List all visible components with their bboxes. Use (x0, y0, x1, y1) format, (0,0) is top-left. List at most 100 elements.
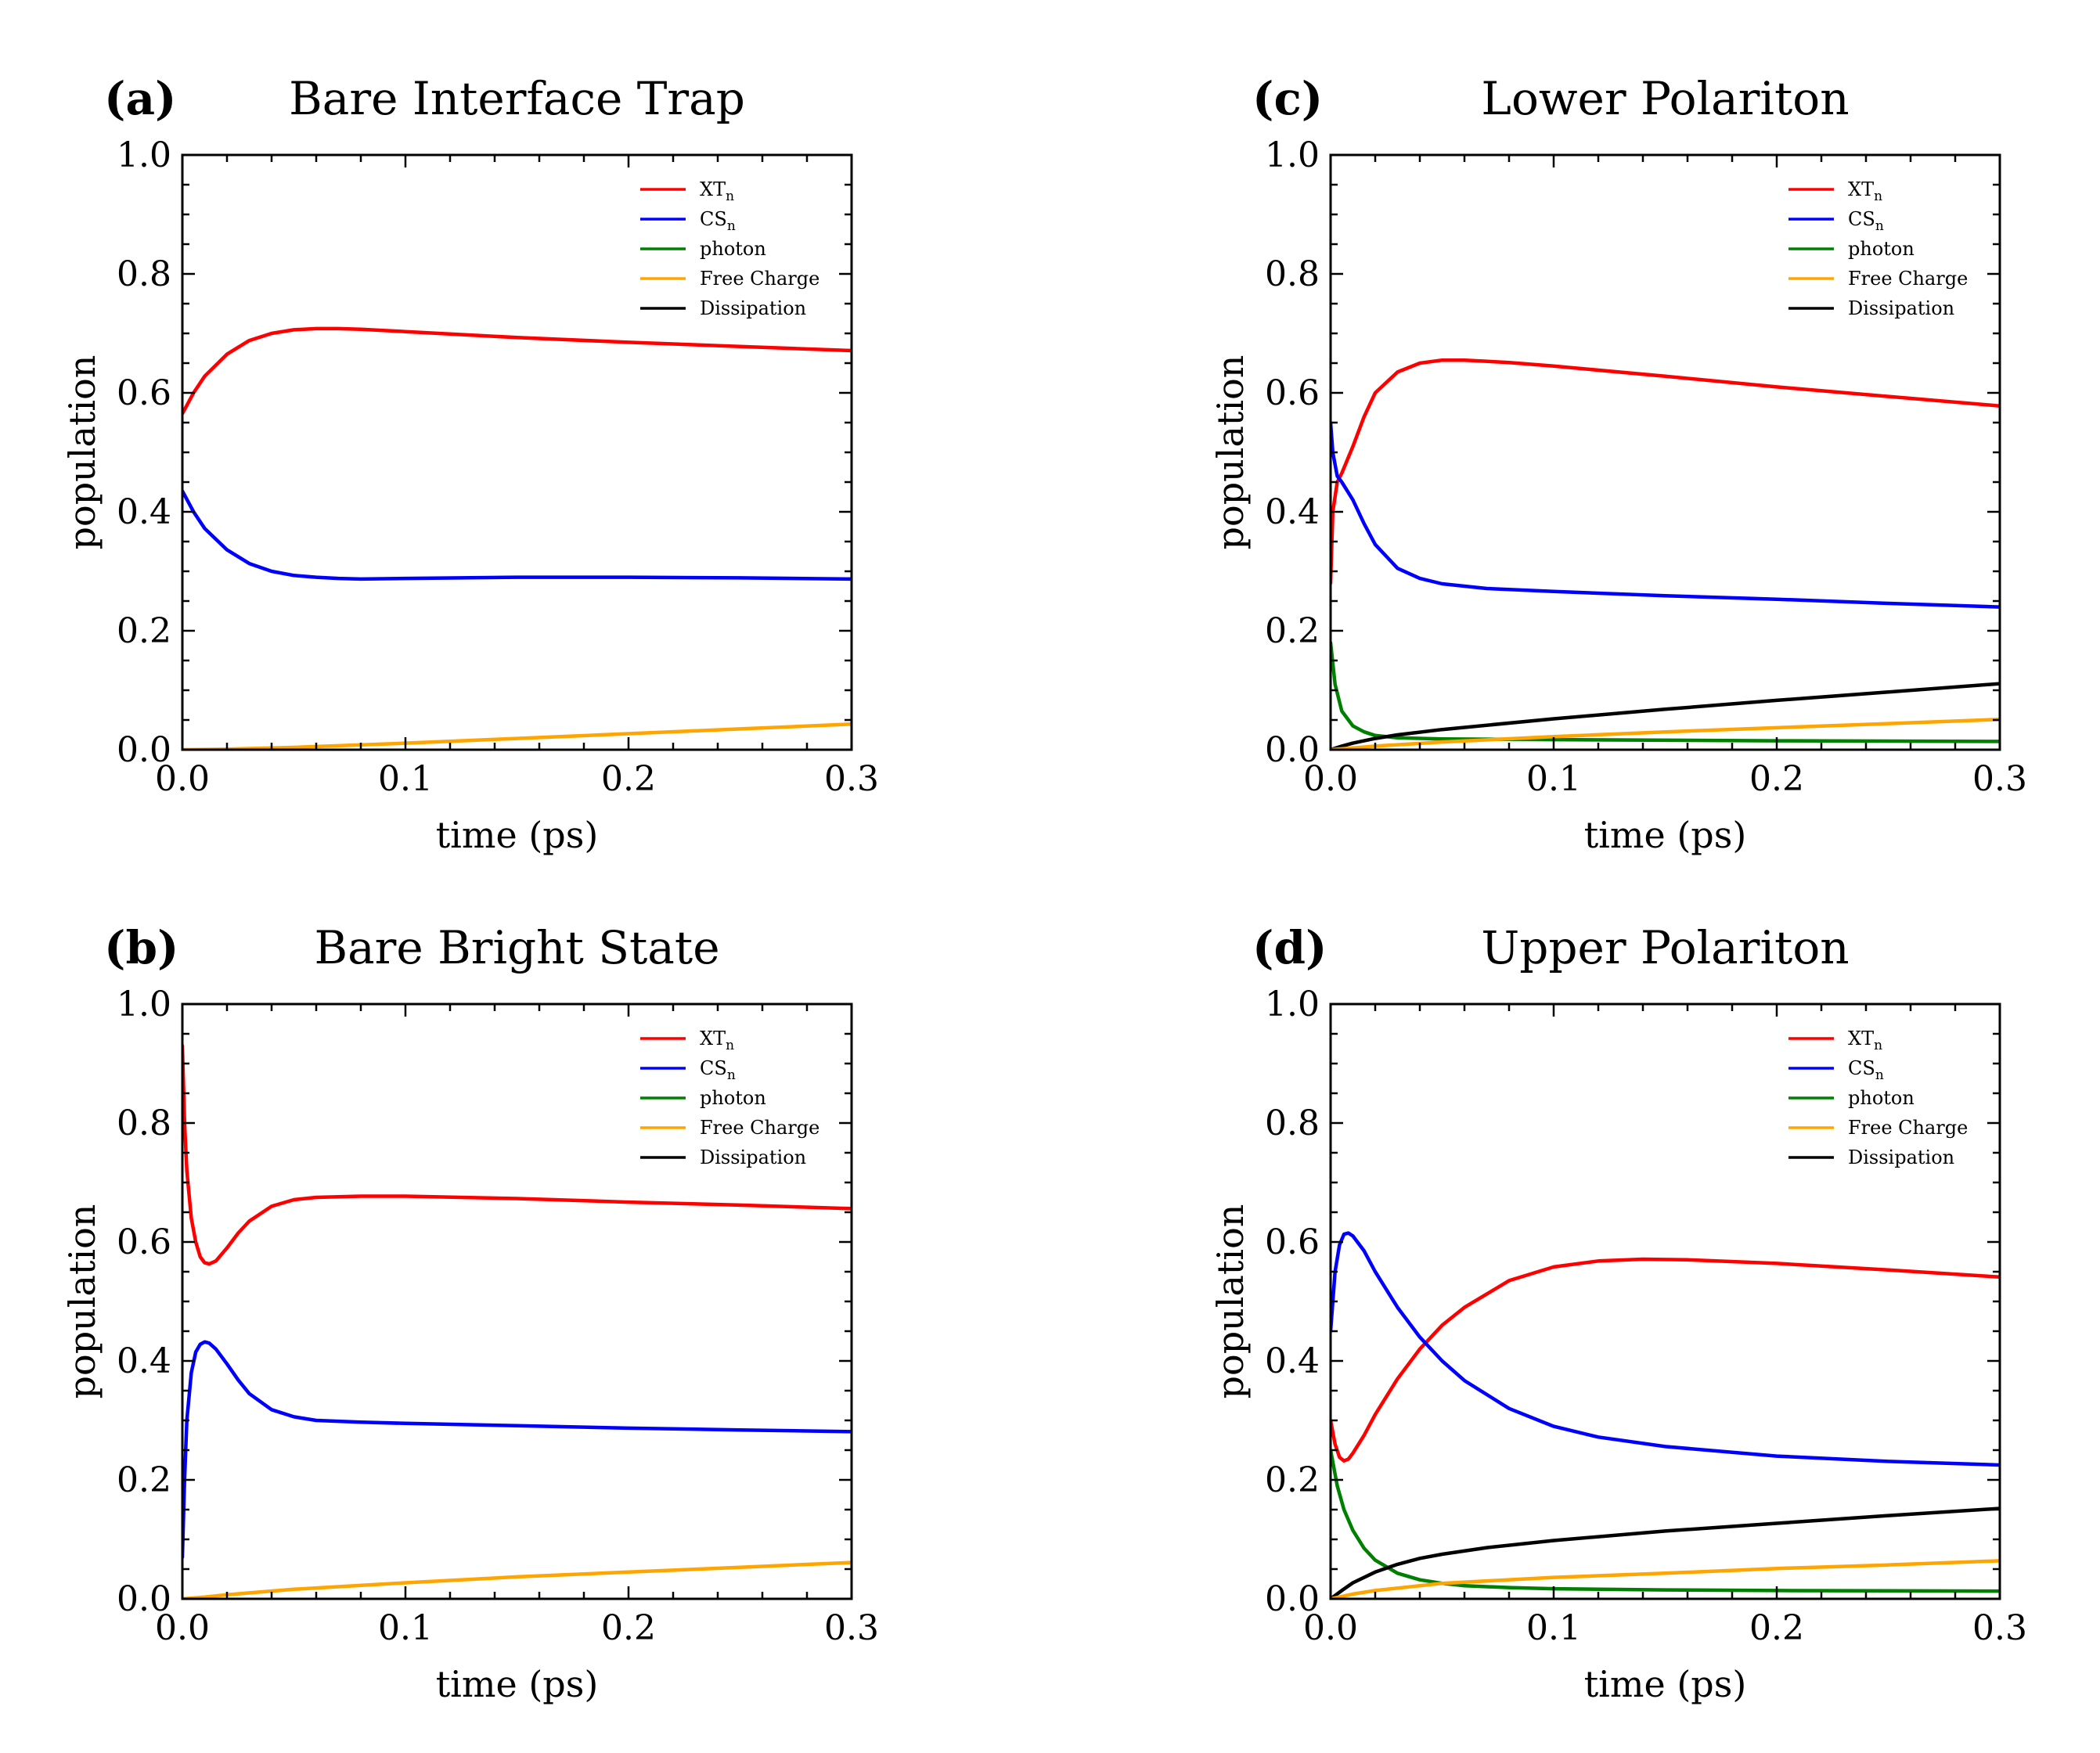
y-tick-label: 0.4 (1265, 1341, 1320, 1381)
y-tick-label: 0.0 (1265, 1579, 1320, 1619)
chart-title: Upper Polariton (1481, 921, 1849, 974)
panel-c: (c) Lower Polariton 0.0 0.1 0.2 0.3 0.0 0.2 0.4 0… (1209, 72, 2027, 856)
series-line-diss (1331, 682, 2000, 750)
y-tick-label: 1.0 (117, 984, 171, 1024)
y-tick-label: 0.0 (1265, 730, 1320, 770)
y-axis-label: population (1209, 1204, 1252, 1399)
y-tick-label: 0.4 (1265, 492, 1320, 532)
legend: XTn CSn photon Free Charge Dissipation (640, 178, 819, 319)
y-tick-label: 0.6 (1265, 1222, 1320, 1262)
x-axis-label: time (ps) (1584, 1663, 1747, 1705)
y-axis-label: population (61, 1204, 103, 1399)
x-axis-label: time (ps) (1584, 814, 1747, 856)
legend-label-CS: CSn (700, 1057, 736, 1083)
y-tick-label: 0.6 (117, 1222, 171, 1262)
y-tick-label: 0.8 (1265, 254, 1320, 294)
legend-label-free: Free Charge (700, 1117, 819, 1139)
series-line-XT (182, 326, 852, 416)
chart-title: Bare Interface Trap (289, 72, 745, 125)
legend-label-diss: Dissipation (700, 1146, 806, 1168)
x-tick-label: 0.3 (1972, 759, 2027, 799)
legend-label-diss: Dissipation (1848, 1146, 1954, 1168)
panel-label: (b) (104, 921, 178, 974)
series-line-XT (1331, 1257, 2000, 1463)
legend-label-XT: XTn (700, 1028, 734, 1053)
panels: (a) Bare Interface Trap 0.0 0.1 0.2 0.3 0.0 0.2… (61, 72, 2027, 1705)
x-tick-label: 0.0 (1303, 759, 1358, 799)
legend-label-photon: photon (1848, 1087, 1914, 1109)
x-tick-label: 0.3 (1972, 1608, 2027, 1648)
y-axis-label: population (61, 355, 103, 550)
series-group (182, 1043, 852, 1599)
y-tick-label: 0.0 (117, 1579, 171, 1619)
x-tick-label: 0.2 (1749, 1608, 1804, 1648)
series-line-diss (1331, 1506, 2000, 1599)
y-tick-label: 0.0 (117, 730, 171, 770)
y-tick-label: 1.0 (1265, 984, 1320, 1024)
legend-label-free: Free Charge (1848, 1117, 1968, 1139)
x-tick-label: 0.2 (1749, 759, 1804, 799)
x-tick-label: 0.3 (824, 1608, 879, 1648)
chart-title: Bare Bright State (314, 921, 719, 974)
y-tick-label: 0.4 (117, 492, 171, 532)
x-axis-label: time (ps) (436, 814, 599, 856)
panel-label: (a) (104, 72, 176, 125)
panel-label: (d) (1252, 921, 1327, 974)
legend-label-free: Free Charge (700, 268, 819, 290)
x-tick-label: 0.1 (1526, 759, 1581, 799)
legend-label-XT: XTn (1848, 178, 1882, 204)
legend: XTn CSn photon Free Charge Dissipation (1788, 1028, 1968, 1168)
series-line-CS (182, 1340, 852, 1560)
y-tick-label: 0.8 (117, 1103, 171, 1143)
legend: XTn CSn photon Free Charge Dissipation (1788, 178, 1968, 319)
series-line-XT (1331, 358, 2000, 585)
x-tick-label: 0.1 (1526, 1608, 1581, 1648)
y-tick-label: 0.6 (1265, 373, 1320, 413)
y-tick-label: 0.6 (117, 373, 171, 413)
x-tick-label: 0.2 (601, 759, 656, 799)
x-tick-label: 0.3 (824, 759, 879, 799)
series-group (1331, 358, 2000, 750)
series-line-photon (1331, 640, 2000, 743)
legend-label-free: Free Charge (1848, 268, 1968, 290)
series-line-CS (182, 489, 852, 581)
y-tick-label: 0.2 (117, 611, 171, 651)
panel-label: (c) (1252, 72, 1323, 125)
legend-label-diss: Dissipation (700, 297, 806, 319)
x-tick-label: 0.1 (378, 1608, 433, 1648)
legend-label-photon: photon (700, 1087, 766, 1109)
x-tick-label: 0.2 (601, 1608, 656, 1648)
y-tick-label: 0.2 (1265, 1460, 1320, 1500)
x-tick-label: 0.0 (155, 1608, 210, 1648)
y-tick-label: 1.0 (117, 135, 171, 175)
series-line-free (182, 1560, 852, 1599)
y-tick-label: 0.2 (1265, 611, 1320, 651)
legend-label-CS: CSn (1848, 208, 1884, 234)
series-line-free (1331, 1559, 2000, 1599)
y-tick-label: 1.0 (1265, 135, 1320, 175)
panel-a: (a) Bare Interface Trap 0.0 0.1 0.2 0.3 0.0 0.2… (61, 72, 879, 856)
series-line-CS (1331, 1231, 2000, 1467)
series-group (182, 326, 852, 750)
y-tick-label: 0.2 (117, 1460, 171, 1500)
legend: XTn CSn photon Free Charge Dissipation (640, 1028, 819, 1168)
series-line-XT (182, 1043, 852, 1266)
panel-d: (d) Upper Polariton 0.0 0.1 0.2 0.3 0.0 0.2 0.4 0… (1209, 921, 2027, 1705)
series-line-free (182, 722, 852, 750)
x-tick-label: 0.1 (378, 759, 433, 799)
y-axis-label: population (1209, 355, 1252, 550)
chart-title: Lower Polariton (1481, 72, 1849, 125)
y-tick-label: 0.4 (117, 1341, 171, 1381)
panel-b: (b) Bare Bright State 0.0 0.1 0.2 0.3 0.0 0.2 0.… (61, 921, 879, 1705)
legend-label-diss: Dissipation (1848, 297, 1954, 319)
series-group (1331, 1231, 2000, 1599)
x-tick-label: 0.0 (155, 759, 210, 799)
legend-label-CS: CSn (700, 208, 736, 234)
series-line-photon (1331, 1448, 2000, 1593)
legend-label-CS: CSn (1848, 1057, 1884, 1083)
legend-label-photon: photon (700, 238, 766, 260)
legend-label-XT: XTn (700, 178, 734, 204)
legend-label-photon: photon (1848, 238, 1914, 260)
series-line-free (1331, 717, 2000, 750)
